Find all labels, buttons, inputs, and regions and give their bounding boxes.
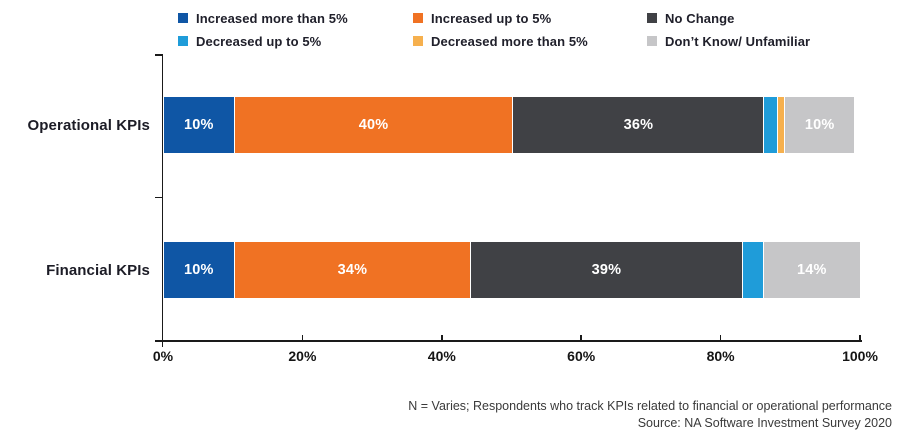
x-axis-tick-label: 80%	[706, 348, 735, 364]
x-axis-line	[156, 340, 862, 342]
category-label: Operational KPIs	[27, 116, 150, 134]
legend-swatch-icon	[178, 36, 188, 46]
footnote-line: N = Varies; Respondents who track KPIs r…	[408, 399, 892, 413]
legend-label: Increased up to 5%	[431, 10, 552, 26]
bar-segment	[763, 97, 778, 153]
legend-swatch-icon	[178, 13, 188, 23]
y-axis-tick	[155, 196, 162, 198]
legend-item: Increased more than 5%	[178, 9, 413, 27]
legend-label: Increased more than 5%	[196, 10, 348, 26]
bar-segment	[777, 97, 785, 153]
source-note: Source: NA Software Investment Survey 20…	[637, 416, 892, 430]
bar-segment-value: 10%	[804, 117, 835, 133]
chart-footnote: N = Varies; Respondents who track KPIs r…	[132, 398, 892, 432]
legend-swatch-icon	[413, 36, 423, 46]
legend-item: Decreased up to 5%	[178, 32, 413, 50]
x-axis-tick-label: 20%	[288, 348, 317, 364]
legend-item: No Change	[647, 9, 810, 27]
bar-segment-value: 10%	[183, 262, 214, 278]
bar-segment	[741, 242, 763, 298]
x-axis-tick-label: 60%	[567, 348, 596, 364]
x-axis-tick-label: 100%	[842, 348, 878, 364]
bar-segment: 10%	[784, 97, 854, 153]
y-axis-line	[161, 54, 163, 347]
bar-segment-value: 40%	[358, 117, 389, 133]
y-axis-tick	[155, 54, 162, 56]
x-axis-tick-label: 40%	[427, 348, 456, 364]
stacked-bar-operational: 10% 40% 36% 10%	[164, 97, 860, 153]
bar-segment: 39%	[470, 242, 742, 298]
stacked-bar-financial: 10% 34% 39% 14%	[164, 242, 860, 298]
legend-item: Increased up to 5%	[413, 9, 647, 27]
legend-label: Decreased up to 5%	[196, 33, 322, 49]
bar-segment-value: 36%	[623, 117, 654, 133]
legend-swatch-icon	[413, 13, 423, 23]
chart-legend: Increased more than 5% Increased up to 5%…	[178, 9, 810, 50]
bar-segment: 14%	[762, 242, 860, 298]
bar-segment: 10%	[164, 97, 234, 153]
category-label: Financial KPIs	[46, 261, 150, 279]
x-axis-tick	[719, 334, 722, 341]
x-axis-tick	[580, 334, 582, 341]
bar-segment-value: 10%	[184, 117, 214, 133]
legend-swatch-icon	[647, 36, 657, 46]
legend-item: Decreased more than 5%	[413, 32, 647, 50]
bar-segment: 36%	[512, 97, 764, 153]
bar-segment-value: 39%	[591, 262, 622, 278]
legend-label: Don’t Know/ Unfamiliar	[665, 33, 811, 49]
bar-segment-value: 14%	[796, 262, 827, 278]
bar-segment: 34%	[233, 242, 471, 298]
legend-label: No Change	[665, 10, 735, 26]
bar-segment-value: 34%	[337, 262, 368, 278]
x-axis-tick	[859, 334, 861, 341]
y-axis-tick	[155, 340, 162, 342]
bar-segment: 40%	[233, 97, 513, 153]
x-axis-tick	[441, 334, 443, 341]
legend-swatch-icon	[647, 13, 657, 23]
x-axis-tick-label: 0%	[152, 348, 174, 364]
legend-item: Don’t Know/ Unfamiliar	[647, 32, 810, 50]
bar-segment: 10%	[164, 242, 234, 298]
x-axis-tick	[301, 334, 304, 341]
legend-label: Decreased more than 5%	[431, 33, 588, 49]
